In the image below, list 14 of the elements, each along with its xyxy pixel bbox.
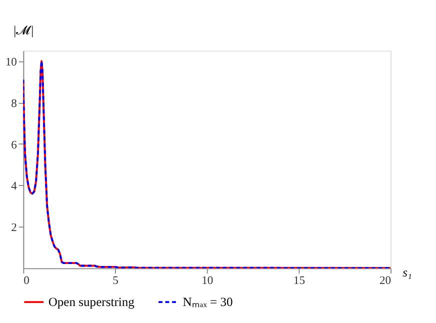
y-axis-title: |𝓜|: [14, 24, 34, 38]
y-tick-label: 10: [5, 55, 18, 68]
legend-label: Open superstring: [48, 294, 136, 309]
x-axis-title: s₁: [402, 265, 412, 280]
x-tick-label: 20: [379, 274, 392, 288]
y-tick-label: 6: [11, 138, 18, 152]
x-tick-label: 10: [202, 274, 214, 288]
y-tick-label: 2: [11, 221, 18, 234]
y-tick-label: 4: [11, 180, 18, 193]
x-tick-label: 0: [24, 274, 30, 288]
legend-label: Nₘₐₓ = 30: [182, 294, 233, 309]
x-tick-label: 5: [112, 274, 119, 288]
x-tick-label: 15: [293, 274, 306, 288]
y-tick-label: 8: [11, 96, 18, 110]
